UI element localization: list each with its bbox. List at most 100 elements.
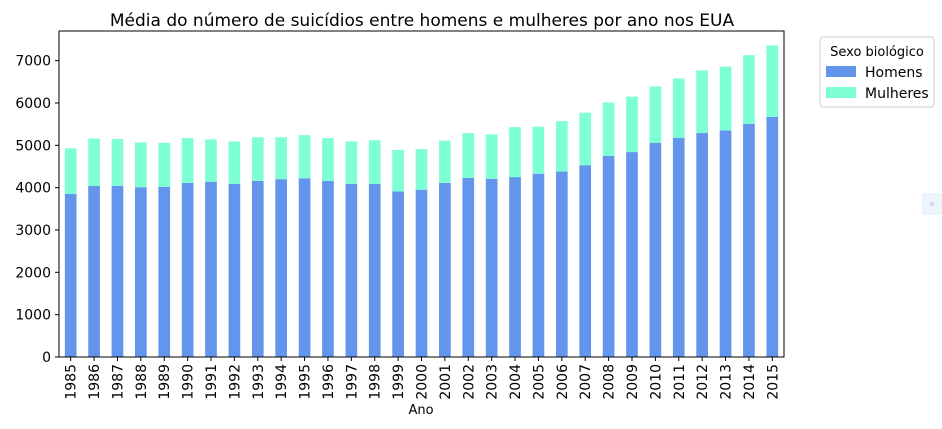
x-tick-label: 2007 (578, 364, 594, 400)
x-tick-label: 1996 (321, 364, 337, 400)
x-tick-label: 1995 (298, 364, 314, 400)
bar-mulheres-2004 (509, 127, 521, 178)
x-tick-label: 1987 (110, 364, 126, 400)
bar-homens-2002 (462, 177, 475, 357)
bar-homens-2015 (766, 116, 779, 357)
y-tick-label: 5000 (15, 138, 51, 154)
bar-homens-2004 (509, 177, 521, 357)
bar-mulheres-2005 (532, 126, 545, 174)
x-tick-label: 2005 (531, 364, 547, 400)
legend-swatch-mulheres (826, 87, 856, 98)
bar-mulheres-1993 (251, 137, 264, 181)
x-tick-label: 1998 (368, 364, 384, 400)
bar-homens-1996 (322, 180, 334, 357)
bar-homens-1989 (158, 186, 171, 357)
bar-mulheres-1998 (368, 140, 381, 184)
bar-homens-1995 (298, 178, 311, 357)
x-tick-label: 2015 (765, 364, 781, 400)
x-tick-label: 1985 (64, 364, 80, 400)
x-tick-label: 2001 (438, 364, 454, 400)
bar-mulheres-1995 (298, 135, 311, 179)
legend-label-homens: Homens (865, 65, 923, 81)
bar-mulheres-2002 (462, 133, 475, 178)
bar-homens-1999 (392, 191, 404, 357)
x-tick-label: 1990 (181, 364, 197, 400)
legend-title: Sexo biológico (830, 45, 924, 60)
bar-mulheres-1996 (322, 138, 334, 181)
bar-mulheres-2006 (555, 121, 568, 172)
y-axis: 0 1000 2000 3000 4000 5000 6000 7000 (15, 54, 59, 366)
bar-homens-2006 (555, 171, 568, 357)
y-tick-label: 0 (42, 350, 51, 366)
x-tick-label: 1999 (391, 364, 407, 400)
bar-homens-2014 (743, 123, 755, 357)
sidebar-toggle-handle[interactable] (922, 193, 942, 215)
y-tick-label: 3000 (15, 223, 51, 239)
bar-mulheres-1987 (111, 138, 124, 186)
legend: Sexo biológico Homens Mulheres (819, 36, 935, 108)
bars-layer (64, 45, 779, 357)
bar-mulheres-2011 (672, 78, 685, 138)
bar-homens-2012 (696, 133, 708, 357)
bar-mulheres-2013 (719, 66, 732, 131)
chart-title: Média do número de suicídios entre homen… (110, 11, 735, 31)
y-tick-label: 4000 (15, 181, 51, 197)
bar-homens-1994 (275, 179, 288, 357)
bar-homens-2009 (626, 152, 638, 357)
bar-mulheres-2009 (626, 96, 638, 153)
bar-mulheres-2001 (439, 140, 451, 183)
y-tick-label: 6000 (15, 96, 51, 112)
x-tick-label: 1991 (204, 364, 220, 400)
bar-homens-1988 (135, 187, 147, 357)
bar-homens-1997 (345, 183, 358, 357)
x-tick-label: 2006 (555, 364, 571, 400)
bar-mulheres-1985 (64, 148, 77, 194)
bar-homens-1985 (64, 194, 77, 357)
bar-homens-2007 (579, 165, 592, 357)
legend-label-mulheres: Mulheres (865, 86, 929, 102)
bar-homens-2000 (415, 189, 428, 357)
x-tick-label: 2011 (672, 364, 688, 400)
bar-mulheres-1992 (228, 141, 241, 184)
x-axis-label: Ano (408, 403, 433, 418)
bar-homens-2008 (602, 155, 615, 357)
bar-mulheres-1989 (158, 142, 171, 187)
x-tick-label: 2010 (648, 364, 664, 400)
x-tick-label: 2009 (625, 364, 641, 400)
bar-mulheres-1988 (135, 142, 147, 188)
bar-mulheres-2000 (415, 149, 428, 190)
x-tick-label: 2002 (461, 364, 477, 400)
bar-homens-1990 (181, 182, 194, 357)
legend-swatch-homens (826, 66, 856, 77)
bar-homens-1992 (228, 183, 241, 357)
x-tick-label: 1989 (157, 364, 173, 400)
bar-mulheres-2010 (649, 86, 662, 143)
bar-mulheres-1991 (205, 139, 217, 182)
bar-mulheres-2008 (602, 102, 615, 156)
bar-mulheres-2003 (485, 134, 498, 179)
bar-homens-2001 (439, 182, 451, 357)
x-tick-label: 1986 (87, 364, 103, 400)
bar-homens-2010 (649, 142, 662, 357)
bar-homens-2003 (485, 178, 498, 357)
x-tick-label: 1988 (134, 364, 150, 400)
bar-homens-1993 (251, 180, 264, 357)
x-tick-label: 1994 (274, 364, 290, 400)
bar-mulheres-2007 (579, 112, 592, 166)
bar-homens-2011 (672, 137, 685, 357)
x-tick-label: 2008 (602, 364, 618, 400)
bar-homens-1991 (205, 181, 217, 357)
bar-mulheres-1990 (181, 138, 194, 183)
x-tick-label: 2013 (719, 364, 735, 400)
x-tick-label: 1992 (227, 364, 243, 400)
bar-mulheres-1986 (88, 138, 100, 186)
bar-mulheres-1999 (392, 149, 404, 192)
y-tick-label: 7000 (15, 54, 51, 70)
bar-homens-2005 (532, 173, 545, 357)
bar-mulheres-2012 (696, 70, 708, 134)
bar-mulheres-1994 (275, 137, 288, 180)
x-tick-label: 2004 (508, 364, 524, 400)
bar-mulheres-2015 (766, 45, 779, 117)
bar-mulheres-1997 (345, 141, 358, 184)
